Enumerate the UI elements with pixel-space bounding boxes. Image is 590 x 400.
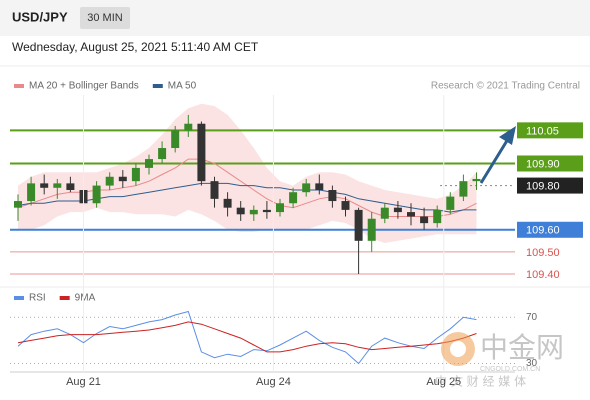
symbol: USD/JPY bbox=[12, 9, 68, 24]
candle-body bbox=[354, 209, 363, 241]
candle-body bbox=[433, 209, 442, 224]
datetime: Wednesday, August 25, 2021 5:11:40 AM CE… bbox=[12, 40, 259, 54]
legend-swatch bbox=[152, 84, 163, 88]
candle-body bbox=[276, 203, 284, 213]
credit: Research © 2021 Trading Central bbox=[431, 81, 580, 92]
rsi-line bbox=[17, 321, 477, 353]
timeframe[interactable]: 30 MIN bbox=[87, 12, 123, 24]
candle-body bbox=[236, 207, 245, 215]
legend-label: MA 50 bbox=[168, 81, 197, 92]
bollinger-band bbox=[18, 103, 477, 243]
candle-body bbox=[66, 183, 75, 190]
level-box bbox=[517, 155, 583, 172]
candle-body bbox=[184, 123, 193, 131]
legend-label: RSI bbox=[29, 293, 46, 304]
rsi-line bbox=[17, 310, 477, 365]
level-label: 109.50 bbox=[526, 247, 560, 259]
x-tick-label: Aug 25 bbox=[426, 376, 461, 388]
candle-body bbox=[315, 183, 324, 190]
candle-body bbox=[118, 176, 127, 182]
legend-label: 9MA bbox=[75, 293, 96, 304]
y-tick-label: 30 bbox=[526, 358, 538, 369]
candle-body bbox=[459, 181, 468, 197]
candle-body bbox=[393, 207, 402, 213]
candle-body bbox=[158, 148, 167, 160]
level-label: 109.60 bbox=[526, 225, 560, 237]
candle-body bbox=[367, 218, 376, 241]
candle-body bbox=[145, 159, 153, 168]
candle-body bbox=[407, 212, 415, 217]
x-tick-label: Aug 24 bbox=[256, 376, 291, 388]
candle-body bbox=[420, 216, 429, 224]
candle-body bbox=[197, 123, 206, 182]
level-box bbox=[517, 221, 583, 238]
legend-swatch bbox=[14, 84, 24, 88]
candle-body bbox=[210, 181, 219, 199]
watermark-logo bbox=[450, 341, 466, 357]
candle-body bbox=[249, 209, 258, 215]
arrow-shaft bbox=[479, 138, 510, 184]
candle-body bbox=[289, 192, 298, 204]
level-label: 110.05 bbox=[526, 125, 559, 137]
candle-body bbox=[472, 178, 481, 182]
candle-body bbox=[27, 183, 36, 202]
legend-swatch bbox=[59, 296, 70, 300]
candle-body bbox=[14, 201, 22, 208]
level-label: 109.40 bbox=[526, 269, 560, 281]
watermark-site: CNGOLD.COM.CN bbox=[480, 366, 540, 373]
candle-body bbox=[53, 183, 62, 188]
level-label: 109.80 bbox=[526, 180, 560, 192]
forecast-arrow bbox=[479, 126, 516, 184]
candle-body bbox=[262, 209, 271, 213]
legend-label: MA 20 + Bollinger Bands bbox=[29, 81, 139, 92]
candle-body bbox=[223, 198, 232, 208]
candle-body bbox=[92, 185, 101, 204]
level-label: 109.90 bbox=[526, 158, 560, 170]
watermark-brand: 中金网 bbox=[480, 331, 564, 364]
candle-body bbox=[380, 207, 389, 219]
level-box bbox=[517, 177, 583, 194]
candle-body bbox=[131, 167, 140, 182]
candle-body bbox=[446, 196, 455, 210]
candle-body bbox=[341, 201, 350, 210]
legend-swatch bbox=[14, 296, 24, 300]
level-box bbox=[517, 122, 583, 139]
y-tick-label: 70 bbox=[526, 312, 538, 323]
candle-body bbox=[105, 176, 114, 186]
x-tick-label: Aug 21 bbox=[66, 376, 101, 388]
candle-body bbox=[171, 130, 180, 149]
arrow-head bbox=[499, 126, 516, 145]
candle-body bbox=[40, 183, 49, 188]
candle-body bbox=[328, 190, 337, 202]
watermark: 中金网 CNGOLD.COM.CN 中 文 财 经 媒 体 bbox=[435, 331, 564, 389]
timeframe-box[interactable] bbox=[80, 7, 130, 29]
candle-body bbox=[302, 183, 311, 193]
watermark-slogan: 中 文 财 经 媒 体 bbox=[435, 374, 526, 389]
